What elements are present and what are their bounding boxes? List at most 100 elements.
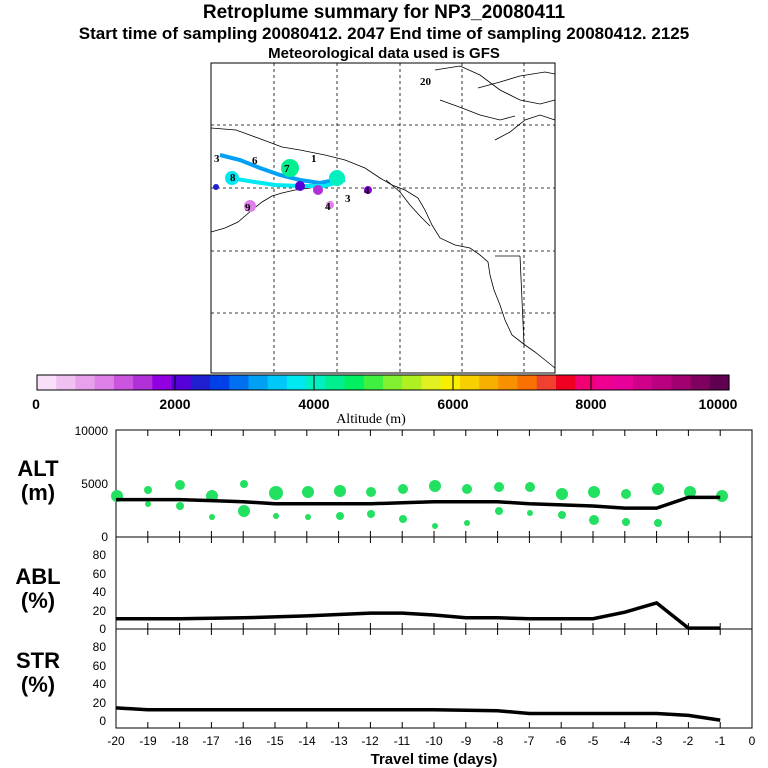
colorbar-swatch [363, 375, 384, 390]
plume-blob [326, 201, 334, 209]
x-tick-label: -11 [394, 734, 411, 748]
colorbar-swatch [286, 375, 307, 390]
colorbar-swatch [440, 375, 461, 390]
abl-panel-label: ABL [15, 564, 60, 589]
colorbar-swatch [248, 375, 269, 390]
x-tick-label: 0 [749, 734, 756, 748]
colorbar-swatch [459, 375, 480, 390]
str-y-tick-label: 40 [93, 677, 107, 691]
colorbar-swatch [536, 375, 557, 390]
x-tick-label: -16 [234, 734, 252, 748]
colorbar-swatch [306, 375, 326, 390]
alt-y-tick-label: 0 [101, 530, 108, 544]
x-tick-label: -13 [330, 734, 348, 748]
x-tick-label: -2 [683, 734, 694, 748]
meteorology-source: Meteorological data used is GFS [268, 45, 500, 62]
x-tick-label: -12 [361, 734, 379, 748]
plume-blob [364, 186, 372, 194]
abl-y-ticks: 80 60 40 20 0 [93, 548, 107, 636]
colorbar-swatch [402, 375, 423, 390]
plume-blob [329, 170, 345, 186]
x-tick-label: -3 [652, 734, 663, 748]
colorbar-swatch [709, 375, 730, 390]
colorbar-swatch [575, 375, 596, 390]
plume-blob [295, 181, 305, 191]
str-y-ticks: 80 60 40 20 0 [93, 640, 107, 728]
colorbar-swatch [344, 375, 365, 390]
abl-line [116, 600, 721, 630]
map-gridlines [211, 63, 555, 373]
plume-trajectory [213, 153, 372, 212]
map-day-label: 7 [284, 163, 290, 175]
map-panel: 20 1 7 6 3 4 9 8 3 4 [210, 62, 556, 374]
alt-panel-label: ALT [17, 456, 59, 481]
colorbar-swatch [325, 375, 346, 390]
abl-y-tick-label: 40 [93, 585, 107, 599]
plume-blob [213, 184, 219, 190]
x-axis-ticks [115, 430, 753, 728]
str-panel-unit: (%) [21, 672, 55, 697]
map-day-label: 4 [364, 185, 370, 197]
map-day-label: 8 [230, 172, 236, 184]
plume-blob [225, 171, 239, 185]
abl-y-tick-label: 80 [93, 548, 107, 562]
x-tick-label: -1 [715, 734, 726, 748]
map-day-label: 6 [252, 155, 258, 167]
abl-panel-unit: (%) [21, 588, 55, 613]
str-y-tick-label: 60 [93, 659, 107, 673]
sampling-times: Start time of sampling 20080412. 2047 En… [78, 24, 690, 43]
colorbar-swatch [171, 375, 192, 390]
x-tick-label: -15 [266, 734, 284, 748]
colorbar-swatch [383, 375, 403, 390]
colorbar-swatch [517, 375, 538, 390]
map-day-label: 20 [420, 76, 432, 88]
colorbar-swatch [210, 375, 230, 390]
colorbar-tick-label: 2000 [159, 396, 190, 412]
abl-y-tick-label: 20 [93, 604, 107, 618]
x-tick-label: -8 [493, 734, 504, 748]
alt-distribution-dots [111, 480, 728, 529]
str-line [115, 706, 721, 722]
x-tick-label: -18 [171, 734, 189, 748]
colorbar-swatch [190, 375, 211, 390]
map-day-label: 3 [214, 153, 220, 165]
plume-blob [313, 185, 323, 195]
map-day-labels: 20 1 7 6 3 4 9 8 3 4 [214, 76, 432, 214]
x-axis-title: Travel time (days) [371, 751, 498, 768]
x-tick-label: -20 [107, 734, 125, 748]
colorbar-frame [36, 374, 730, 391]
x-tick-label: -7 [524, 734, 535, 748]
colorbar-swatch [152, 375, 173, 390]
alt-mean-line [116, 495, 721, 510]
colorbar-swatch [594, 375, 615, 390]
x-tick-label: -19 [139, 734, 157, 748]
colorbar-swatch [652, 375, 672, 390]
alt-y-ticks: 10000 5000 0 [75, 424, 109, 544]
colorbar-swatch [75, 375, 96, 390]
colorbar-swatch [613, 375, 634, 390]
colorbar-tick-label: 4000 [298, 396, 329, 412]
colorbar-swatch [632, 375, 653, 390]
abl-y-tick-label: 0 [99, 622, 106, 636]
series-lines [115, 495, 721, 722]
x-tick-label: -4 [620, 734, 631, 748]
colorbar-swatch [421, 375, 442, 390]
map-day-label: 4 [325, 201, 331, 213]
x-axis-tick-labels: -20 -19 -18 -17 -16 -15 -14 -13 -12 -11 … [107, 734, 755, 748]
colorbar-tick-label: 10000 [699, 396, 738, 412]
str-y-tick-label: 80 [93, 640, 107, 654]
str-panel-label: STR [16, 648, 60, 673]
colorbar-tick-labels: 0 2000 4000 6000 8000 10000 [32, 396, 738, 412]
x-tick-label: -9 [461, 734, 472, 748]
x-tick-label: -10 [425, 734, 443, 748]
x-tick-label: -17 [202, 734, 220, 748]
x-tick-label: -14 [298, 734, 316, 748]
str-y-tick-label: 0 [99, 714, 106, 728]
colorbar-swatch [498, 375, 519, 390]
colorbar-swatch [133, 375, 153, 390]
alt-panel-unit: (m) [21, 480, 55, 505]
colorbar-tick-label: 8000 [575, 396, 606, 412]
plume-blob [244, 200, 256, 212]
abl-y-tick-label: 60 [93, 567, 107, 581]
